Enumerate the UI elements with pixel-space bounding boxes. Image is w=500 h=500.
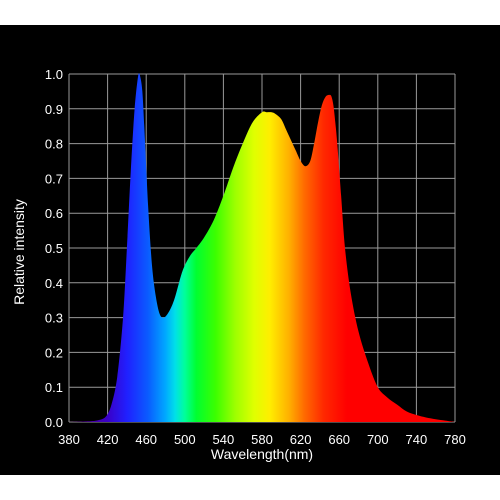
y-tick-label: 0.2 — [45, 345, 63, 360]
y-tick-label: 0.4 — [45, 276, 63, 291]
spectrum-area — [69, 73, 455, 422]
y-tick-label: 1.0 — [45, 67, 63, 82]
y-tick-label: 0.8 — [45, 137, 63, 152]
x-tick-label: 620 — [290, 432, 312, 447]
x-tick-label: 540 — [213, 432, 235, 447]
x-tick-labels: 380 420 460 500 540 580 620 660 700 740 780 — [58, 432, 466, 447]
y-tick-labels: 0.0 0.1 0.2 0.3 0.4 0.5 0.6 0.7 0.8 0.9 1.0 — [45, 67, 63, 430]
x-tick-label: 660 — [328, 432, 350, 447]
y-tick-label: 0.5 — [45, 241, 63, 256]
y-tick-label: 0.3 — [45, 311, 63, 326]
x-tick-label: 780 — [444, 432, 466, 447]
x-tick-label: 580 — [251, 432, 273, 447]
x-tick-label: 380 — [58, 432, 80, 447]
y-tick-label: 0.0 — [45, 415, 63, 430]
x-tick-label: 700 — [367, 432, 389, 447]
y-tick-label: 0.6 — [45, 206, 63, 221]
y-tick-label: 0.9 — [45, 102, 63, 117]
x-tick-label: 740 — [406, 432, 428, 447]
x-tick-label: 460 — [135, 432, 157, 447]
x-axis-title: Wavelength(nm) — [211, 446, 313, 462]
y-axis-title: Relative intensity — [11, 199, 27, 305]
x-tick-label: 420 — [97, 432, 119, 447]
y-tick-label: 0.7 — [45, 171, 63, 186]
x-tick-label: 500 — [174, 432, 196, 447]
y-tick-label: 0.1 — [45, 380, 63, 395]
